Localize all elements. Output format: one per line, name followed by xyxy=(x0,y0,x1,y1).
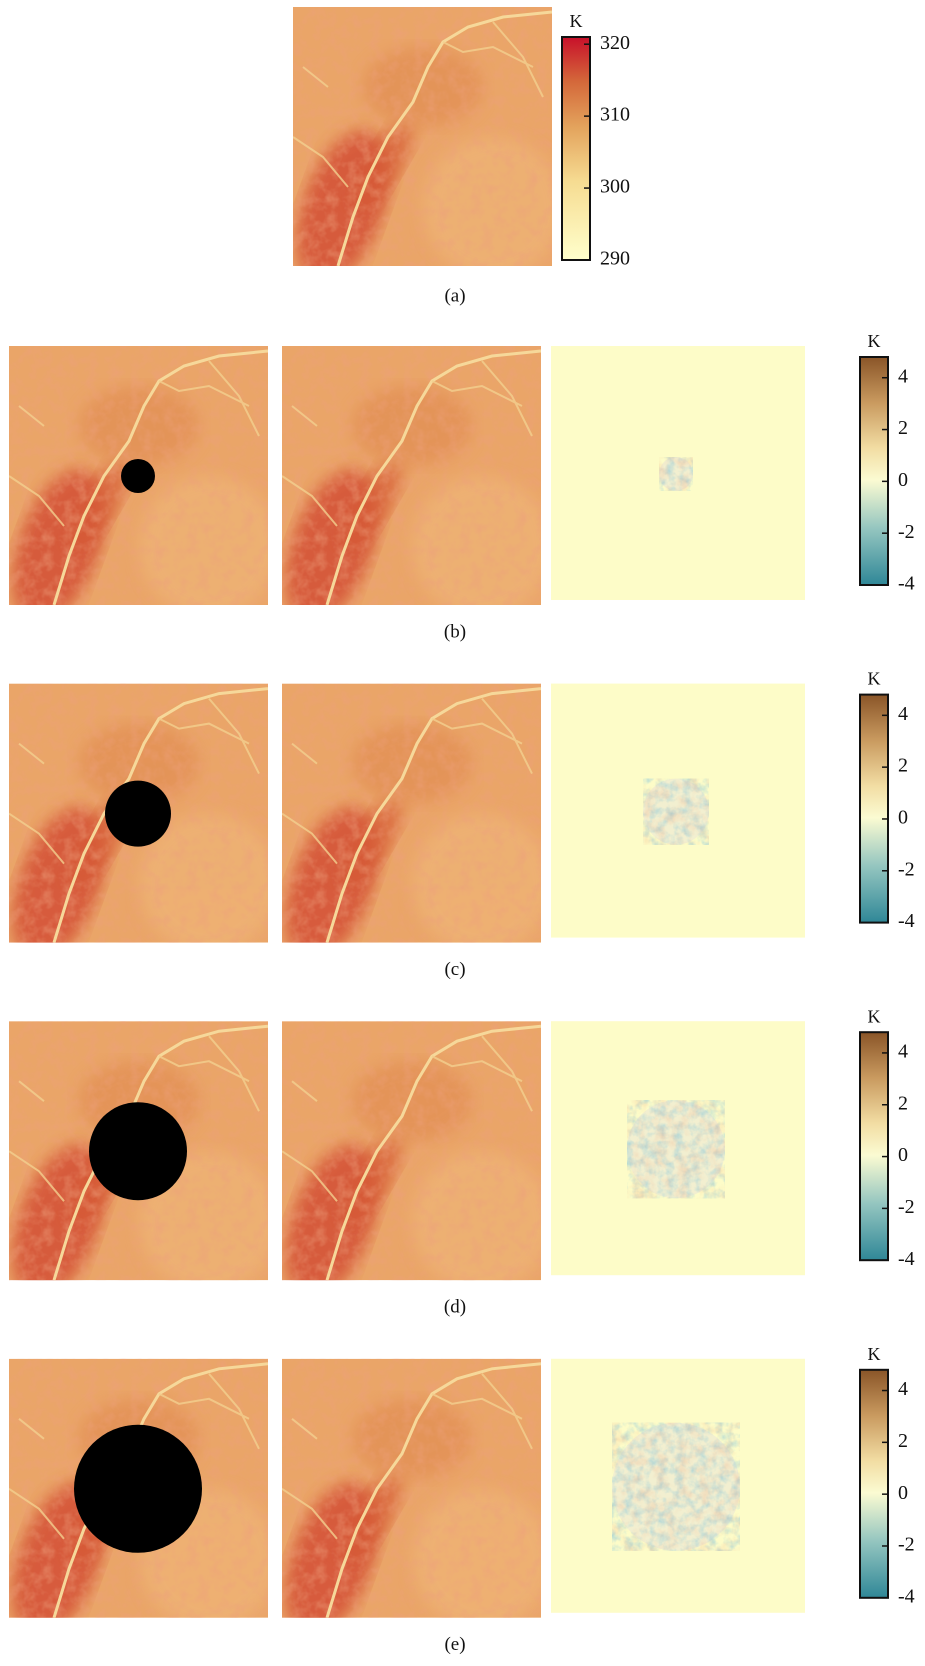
difference-noise xyxy=(659,457,693,491)
colorbar-unit: K xyxy=(868,1344,881,1364)
colorbar-tick-label: 290 xyxy=(600,248,630,270)
difference-noise xyxy=(612,1423,740,1551)
panel-label: (b) xyxy=(444,621,466,642)
colorbar-tick-label: 0 xyxy=(898,807,908,829)
colorbar xyxy=(860,1370,888,1598)
difference-noise xyxy=(627,1100,725,1198)
colorbar-tick-label: 2 xyxy=(898,1430,908,1452)
colorbar-unit: K xyxy=(868,669,881,689)
mask xyxy=(105,781,171,847)
colorbar-tick-label: -4 xyxy=(898,573,915,595)
colorbar-tick-label: 4 xyxy=(898,1378,908,1400)
colorbar xyxy=(860,357,888,585)
colorbar-tick-label: 0 xyxy=(898,1482,908,1504)
mask xyxy=(121,459,155,493)
panel-label: (c) xyxy=(444,959,465,980)
colorbar xyxy=(562,37,590,260)
panel-label: (d) xyxy=(444,1297,466,1318)
colorbar-tick-label: -2 xyxy=(898,858,915,880)
colorbar-unit: K xyxy=(868,1006,881,1026)
colorbar-tick-label: 310 xyxy=(600,104,630,126)
colorbar-unit: K xyxy=(868,331,881,351)
thermal-image xyxy=(267,346,552,635)
colorbar-tick-label: -4 xyxy=(898,1585,915,1607)
figure: K320310300290(a)K420-2-4(b)K420-2-4(c)K4… xyxy=(0,0,925,1666)
thermal-image xyxy=(278,7,563,296)
thermal-image xyxy=(267,1359,552,1648)
colorbar-tick-label: -2 xyxy=(898,521,915,543)
colorbar-unit: K xyxy=(570,11,583,31)
colorbar-tick-label: 0 xyxy=(898,469,908,491)
panel-label: (a) xyxy=(444,285,465,306)
colorbar-tick-label: 4 xyxy=(898,1041,908,1063)
colorbar-tick-label: 0 xyxy=(898,1144,908,1166)
colorbar-tick-label: 4 xyxy=(898,703,908,725)
thermal-image xyxy=(267,1021,552,1310)
colorbar xyxy=(860,695,888,923)
mask xyxy=(89,1102,187,1200)
colorbar-tick-label: -2 xyxy=(898,1196,915,1218)
colorbar-tick-label: -2 xyxy=(898,1534,915,1556)
colorbar-tick-label: 4 xyxy=(898,365,908,387)
colorbar xyxy=(860,1032,888,1260)
thermal-image xyxy=(267,684,552,973)
colorbar-tick-label: 2 xyxy=(898,417,908,439)
difference-noise xyxy=(643,779,709,845)
colorbar-tick-label: 300 xyxy=(600,176,630,198)
colorbar-tick-label: 2 xyxy=(898,755,908,777)
colorbar-tick-label: 320 xyxy=(600,32,630,54)
colorbar-tick-label: -4 xyxy=(898,1248,915,1270)
panel-label: (e) xyxy=(444,1634,465,1655)
mask xyxy=(74,1425,202,1553)
colorbar-tick-label: 2 xyxy=(898,1092,908,1114)
colorbar-tick-label: -4 xyxy=(898,910,915,932)
